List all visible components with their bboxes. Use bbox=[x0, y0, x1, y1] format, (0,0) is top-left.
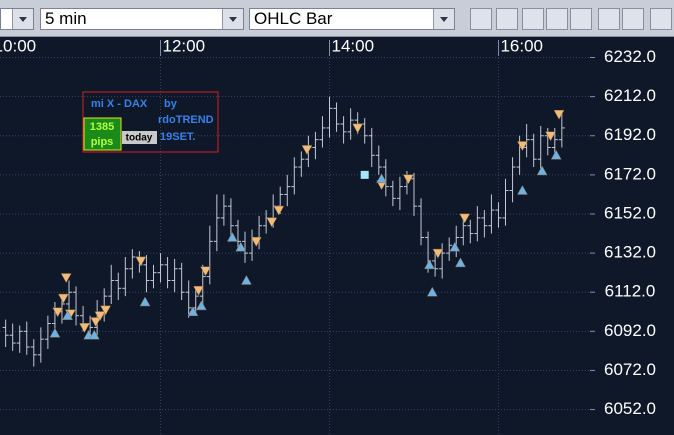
buy-signal bbox=[426, 286, 438, 297]
buy-signal bbox=[62, 310, 74, 320]
sell-signal bbox=[459, 213, 471, 224]
y-tick-label: 6112.0 bbox=[605, 282, 656, 301]
buy-signal bbox=[455, 257, 466, 268]
buy-signal bbox=[195, 300, 207, 311]
tool-button[interactable] bbox=[546, 8, 568, 30]
sell-signal bbox=[250, 237, 262, 247]
sell-signal bbox=[516, 141, 528, 152]
marker bbox=[360, 170, 369, 179]
annotation-by: by bbox=[164, 98, 178, 110]
toolbar: 5 min OHLC Bar bbox=[0, 0, 674, 37]
buy-signal bbox=[424, 259, 435, 270]
sell-signal bbox=[266, 217, 278, 228]
x-tick-label: 14:00 bbox=[331, 36, 374, 55]
pips-unit: pips bbox=[91, 136, 114, 148]
annotation: mi X - DAX by rdoTREND 1385 pips today 1… bbox=[82, 91, 219, 153]
buy-signal bbox=[449, 241, 461, 252]
buy-signal bbox=[235, 241, 247, 252]
buy-signal bbox=[187, 306, 199, 317]
sell-signal bbox=[135, 256, 147, 267]
sell-signal bbox=[94, 311, 106, 322]
sell-signal bbox=[352, 123, 364, 134]
sell-signal bbox=[100, 305, 112, 316]
interval-dropdown[interactable]: 5 min bbox=[40, 8, 244, 30]
pips-box bbox=[83, 117, 122, 151]
interval: 5 min bbox=[45, 9, 87, 28]
y-tick-label: 6072.0 bbox=[604, 360, 656, 379]
x-tick-label: 12:00 bbox=[163, 36, 206, 55]
buy-signal bbox=[88, 329, 100, 340]
buy-signal bbox=[550, 149, 562, 160]
x-tick-label: 16:00 bbox=[500, 36, 543, 55]
sell-signal bbox=[553, 109, 565, 120]
buy-signal bbox=[376, 173, 388, 184]
buy-signal bbox=[240, 274, 252, 285]
buy-signal bbox=[536, 165, 548, 176]
y-tick-label: 6132.0 bbox=[604, 243, 656, 262]
y-tick-label: 6092.0 bbox=[604, 321, 656, 340]
y-tick-label: 6232.0 bbox=[604, 47, 656, 66]
sell-signal bbox=[79, 323, 90, 333]
annotation-box bbox=[82, 91, 219, 153]
sell-signal bbox=[432, 248, 444, 259]
tool-button[interactable] bbox=[496, 8, 518, 30]
sell-signal bbox=[301, 145, 313, 155]
annotation-date: 19SET. bbox=[160, 131, 195, 143]
today-box bbox=[122, 131, 157, 144]
tool-button[interactable] bbox=[522, 8, 544, 30]
sell-signal bbox=[200, 266, 212, 277]
sell-signal bbox=[90, 317, 102, 328]
style-dropdown[interactable]: OHLC Bar bbox=[249, 8, 455, 30]
sell-signal bbox=[60, 273, 72, 284]
y-tick-label: 6052.0 bbox=[604, 399, 656, 418]
buy-signal bbox=[49, 327, 61, 338]
chart-style: OHLC Bar bbox=[254, 9, 333, 28]
buy-signal bbox=[226, 231, 238, 242]
y-tick-label: 6152.0 bbox=[604, 203, 656, 222]
sell-signal bbox=[193, 286, 204, 296]
buy-signal bbox=[516, 184, 528, 195]
buy-signal bbox=[139, 296, 151, 307]
tool-button[interactable] bbox=[570, 8, 592, 30]
sell-signal bbox=[545, 131, 556, 142]
annotation-title: mi X - DAX bbox=[91, 98, 148, 110]
plot-area bbox=[0, 57, 590, 435]
chart: 6052.0 6072.0 6092.0 6112.0 6132.0 6152.0 6172… bbox=[0, 36, 656, 435]
y-tick-label: 6172.0 bbox=[604, 164, 656, 183]
tool-button[interactable] bbox=[598, 8, 620, 30]
sell-signal bbox=[52, 307, 64, 318]
tool-button[interactable] bbox=[650, 8, 672, 30]
dropdown[interactable] bbox=[0, 8, 34, 30]
sell-signal bbox=[273, 205, 285, 216]
today: today bbox=[126, 133, 153, 144]
y-tick-label: 6192.0 bbox=[604, 125, 656, 144]
annotation-author: rdoTREND bbox=[158, 114, 214, 126]
sell-signal bbox=[57, 293, 69, 304]
tool-button[interactable] bbox=[622, 8, 644, 30]
y-tick-label: 6212.0 bbox=[604, 86, 656, 105]
tool-button[interactable] bbox=[470, 8, 492, 30]
pips: 1385 bbox=[90, 121, 114, 133]
sell-signal bbox=[402, 174, 414, 185]
x-tick-label: 10:00 bbox=[0, 36, 36, 55]
